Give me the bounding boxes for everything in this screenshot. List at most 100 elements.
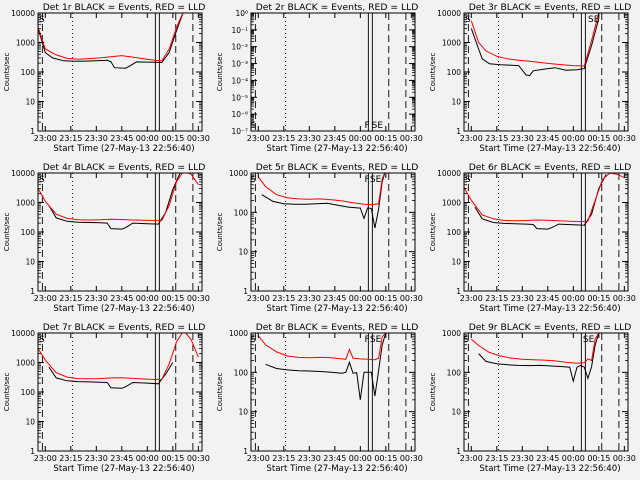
y-tick-label: 10 <box>451 258 461 267</box>
x-tick-label: 00:30 <box>613 134 636 143</box>
y-tick-label: 10 <box>25 418 35 427</box>
y-tick-label: 10⁻⁷ <box>231 127 248 136</box>
lld-series <box>464 173 625 223</box>
y-axis-label: Counts/sec <box>216 53 224 92</box>
plot-frame <box>250 172 416 292</box>
lld-series <box>38 173 199 222</box>
plot-frame <box>37 332 203 452</box>
y-tick-label: 10⁻¹ <box>231 26 248 35</box>
x-tick-label: 23:15 <box>272 294 295 303</box>
x-tick-label: 23:00 <box>460 294 483 303</box>
y-tick-label: 10⁻⁵ <box>231 93 248 102</box>
x-axis-label: Start Time (27-May-13 22:56:40) <box>266 144 407 154</box>
x-tick-label: 00:15 <box>587 134 610 143</box>
y-axis-label: Counts/sec <box>429 373 437 412</box>
x-tick-label: 00:00 <box>349 134 372 143</box>
x-tick-label: 23:45 <box>323 454 346 463</box>
panel-title: Det 5r BLACK = Events, RED = LLD <box>256 162 419 173</box>
y-axis-label: Counts/sec <box>216 213 224 252</box>
x-tick-label: 23:45 <box>536 134 559 143</box>
annotation-se: SE <box>370 175 382 185</box>
x-tick-label: 23:30 <box>85 454 108 463</box>
reference-lines <box>467 333 620 451</box>
x-tick-label: 00:00 <box>349 454 372 463</box>
x-tick-label: 23:15 <box>59 454 82 463</box>
y-tick-label: 100 <box>21 228 36 237</box>
y-tick-label: 1000 <box>16 359 35 368</box>
plot-frame <box>250 332 416 452</box>
x-tick-label: 00:15 <box>161 294 184 303</box>
x-tick-label: 00:15 <box>161 134 184 143</box>
x-axis-label: Start Time (27-May-13 22:56:40) <box>53 464 194 474</box>
x-tick-label: 00:00 <box>136 454 159 463</box>
plot-frame <box>37 172 203 292</box>
y-tick-label: 10⁰ <box>235 9 248 18</box>
lld-series <box>257 173 386 206</box>
x-axis-label: Start Time (27-May-13 22:56:40) <box>479 464 620 474</box>
plot-frame <box>463 332 629 452</box>
annotation-se: SE <box>370 335 382 345</box>
y-axis-label: Counts/sec <box>3 373 11 412</box>
panel-title: Det 4r BLACK = Events, RED = LLD <box>43 162 206 173</box>
y-tick-label: 10 <box>238 248 248 257</box>
x-tick-label: 23:45 <box>323 134 346 143</box>
y-tick-label: 100 <box>447 228 462 237</box>
lld-series <box>38 333 199 381</box>
panel-title: Det 8r BLACK = Events, RED = LLD <box>256 322 419 333</box>
series-group <box>257 333 387 400</box>
x-axis-label: Start Time (27-May-13 22:56:40) <box>266 304 407 314</box>
x-axis-label: Start Time (27-May-13 22:56:40) <box>266 464 407 474</box>
annotation-f: F <box>365 175 370 185</box>
y-axis-label: Counts/sec <box>3 213 11 252</box>
x-tick-label: 23:45 <box>110 134 133 143</box>
annotation-s: S <box>39 335 45 345</box>
x-tick-label: 00:30 <box>187 134 210 143</box>
x-tick-label: 00:00 <box>136 134 159 143</box>
reference-lines <box>254 173 407 291</box>
x-tick-label: 00:15 <box>161 454 184 463</box>
events-series <box>265 333 387 400</box>
series-group <box>470 333 600 384</box>
x-tick-label: 00:30 <box>400 454 423 463</box>
y-tick-label: 10000 <box>11 329 35 338</box>
x-tick-label: 23:45 <box>323 294 346 303</box>
x-tick-label: 23:15 <box>59 134 82 143</box>
x-tick-label: 23:45 <box>536 294 559 303</box>
x-tick-label: 23:45 <box>110 294 133 303</box>
x-tick-label: 23:30 <box>85 294 108 303</box>
y-tick-label: 1 <box>456 287 461 296</box>
y-tick-label: 10⁻² <box>231 43 248 52</box>
x-tick-label: 23:15 <box>272 134 295 143</box>
x-tick-label: 00:30 <box>187 294 210 303</box>
reference-lines <box>254 333 407 451</box>
series-group <box>38 13 184 69</box>
y-tick-label: 1 <box>243 447 248 456</box>
lld-series <box>470 13 600 67</box>
x-tick-label: 23:30 <box>298 454 321 463</box>
x-tick-label: 23:45 <box>110 454 133 463</box>
reference-lines <box>41 13 194 131</box>
x-tick-label: 00:30 <box>613 454 636 463</box>
x-tick-label: 23:00 <box>247 134 270 143</box>
reference-lines <box>467 13 620 131</box>
annotation-se: SE <box>372 121 384 131</box>
lld-series <box>257 333 387 361</box>
y-tick-label: 1 <box>30 287 35 296</box>
series-group <box>257 173 386 229</box>
x-tick-label: 23:15 <box>272 454 295 463</box>
x-tick-label: 00:00 <box>349 294 372 303</box>
x-tick-label: 23:45 <box>536 454 559 463</box>
events-series <box>478 333 600 384</box>
y-tick-label: 1000 <box>16 199 35 208</box>
plot-frame <box>250 12 416 132</box>
annotation-s: S <box>465 175 471 185</box>
plot-frame <box>463 12 629 132</box>
y-tick-label: 1000 <box>16 39 35 48</box>
